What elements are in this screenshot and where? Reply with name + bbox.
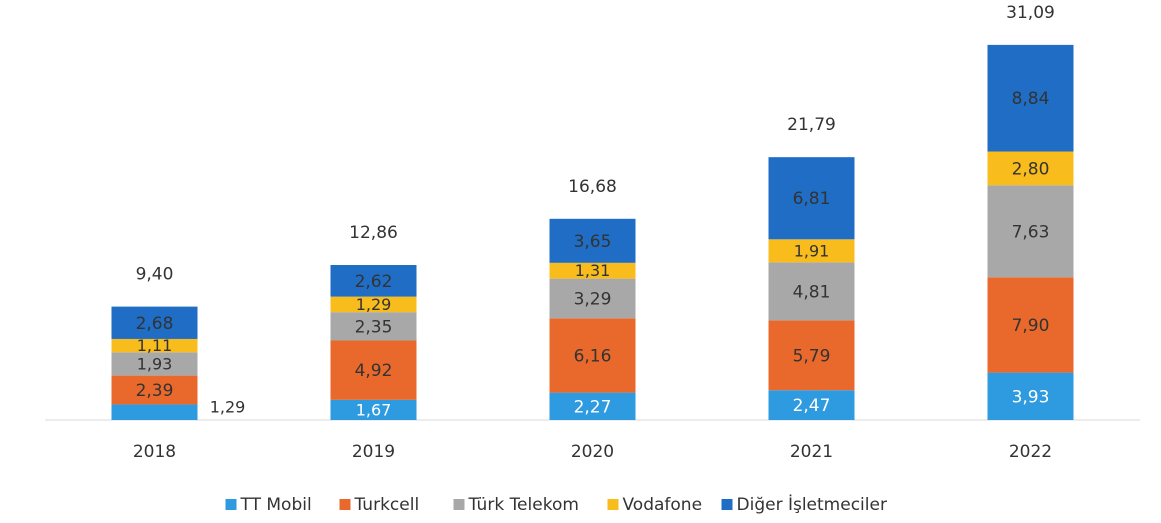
legend-swatch bbox=[453, 499, 465, 510]
x-tick-label: 2022 bbox=[1009, 442, 1052, 462]
data-label: 1,93 bbox=[137, 354, 173, 373]
legend-label: TT Mobil bbox=[240, 495, 312, 515]
data-label: 2,68 bbox=[136, 314, 174, 334]
bar-segment bbox=[111, 352, 198, 376]
data-label: 1,11 bbox=[137, 336, 173, 355]
bar-segment bbox=[768, 320, 855, 391]
bar-segment bbox=[111, 306, 198, 339]
data-label: 3,29 bbox=[574, 289, 612, 309]
bar-segment bbox=[549, 262, 636, 279]
x-tick-label: 2018 bbox=[133, 442, 176, 462]
data-label: 6,16 bbox=[574, 346, 612, 366]
bar-segment bbox=[987, 277, 1074, 373]
data-label: 7,63 bbox=[1012, 222, 1050, 242]
legend-label: Vodafone bbox=[623, 495, 703, 515]
bar-segment bbox=[768, 157, 855, 240]
x-tick-label: 2021 bbox=[790, 442, 833, 462]
bar-segment bbox=[549, 278, 636, 319]
legend-label: Türk Telekom bbox=[468, 495, 579, 515]
bar-segment bbox=[111, 375, 198, 405]
bar-segment bbox=[987, 372, 1074, 420]
bar-segment bbox=[330, 340, 417, 400]
total-label: 31,09 bbox=[1006, 3, 1055, 23]
data-label: 2,80 bbox=[1012, 159, 1050, 179]
data-label: 3,93 bbox=[1012, 387, 1050, 407]
legend-swatch bbox=[225, 499, 237, 510]
bar-segment bbox=[330, 312, 417, 341]
data-label: 2,35 bbox=[355, 317, 393, 337]
x-tick-label: 2020 bbox=[571, 442, 614, 462]
data-label: 4,92 bbox=[355, 361, 393, 381]
bar-segment bbox=[330, 399, 417, 420]
bar-segment bbox=[987, 44, 1074, 152]
bar-segment bbox=[768, 262, 855, 321]
legend-swatch bbox=[721, 499, 733, 510]
data-label: 2,39 bbox=[136, 381, 174, 401]
bar-segment bbox=[987, 151, 1074, 186]
bar-segment bbox=[549, 392, 636, 420]
total-label: 16,68 bbox=[568, 177, 617, 197]
bar-segment bbox=[111, 338, 198, 353]
bar-segment bbox=[987, 185, 1074, 278]
x-tick-label: 2019 bbox=[352, 442, 395, 462]
data-label: 5,79 bbox=[793, 346, 831, 366]
data-label: 8,84 bbox=[1012, 89, 1050, 109]
bar-segment bbox=[768, 239, 855, 263]
data-label: 2,47 bbox=[793, 396, 831, 416]
data-label: 7,90 bbox=[1012, 316, 1050, 336]
data-label: 1,29 bbox=[356, 295, 392, 314]
total-label: 12,86 bbox=[349, 223, 398, 243]
data-label: 1,91 bbox=[794, 241, 830, 260]
data-label: 1,31 bbox=[575, 261, 611, 280]
bar-segment bbox=[330, 296, 417, 313]
bar-segment bbox=[330, 265, 417, 297]
data-label: 6,81 bbox=[793, 189, 831, 209]
legend-label: Turkcell bbox=[354, 495, 420, 515]
legend-label: Diğer İşletmeciler bbox=[737, 494, 887, 515]
data-label: 3,65 bbox=[574, 232, 612, 252]
bar-segment bbox=[549, 318, 636, 393]
bar-segment bbox=[549, 218, 636, 263]
legend-swatch bbox=[339, 499, 351, 510]
total-label: 9,40 bbox=[136, 265, 174, 285]
data-label: 1,29 bbox=[210, 398, 246, 417]
legend-swatch bbox=[607, 499, 619, 510]
bar-segment bbox=[768, 390, 855, 420]
data-label: 1,67 bbox=[356, 400, 392, 419]
total-label: 21,79 bbox=[787, 115, 836, 135]
bar-segment bbox=[111, 404, 198, 420]
data-label: 2,27 bbox=[574, 397, 612, 417]
data-label: 4,81 bbox=[793, 282, 831, 302]
data-label: 2,62 bbox=[355, 272, 393, 292]
